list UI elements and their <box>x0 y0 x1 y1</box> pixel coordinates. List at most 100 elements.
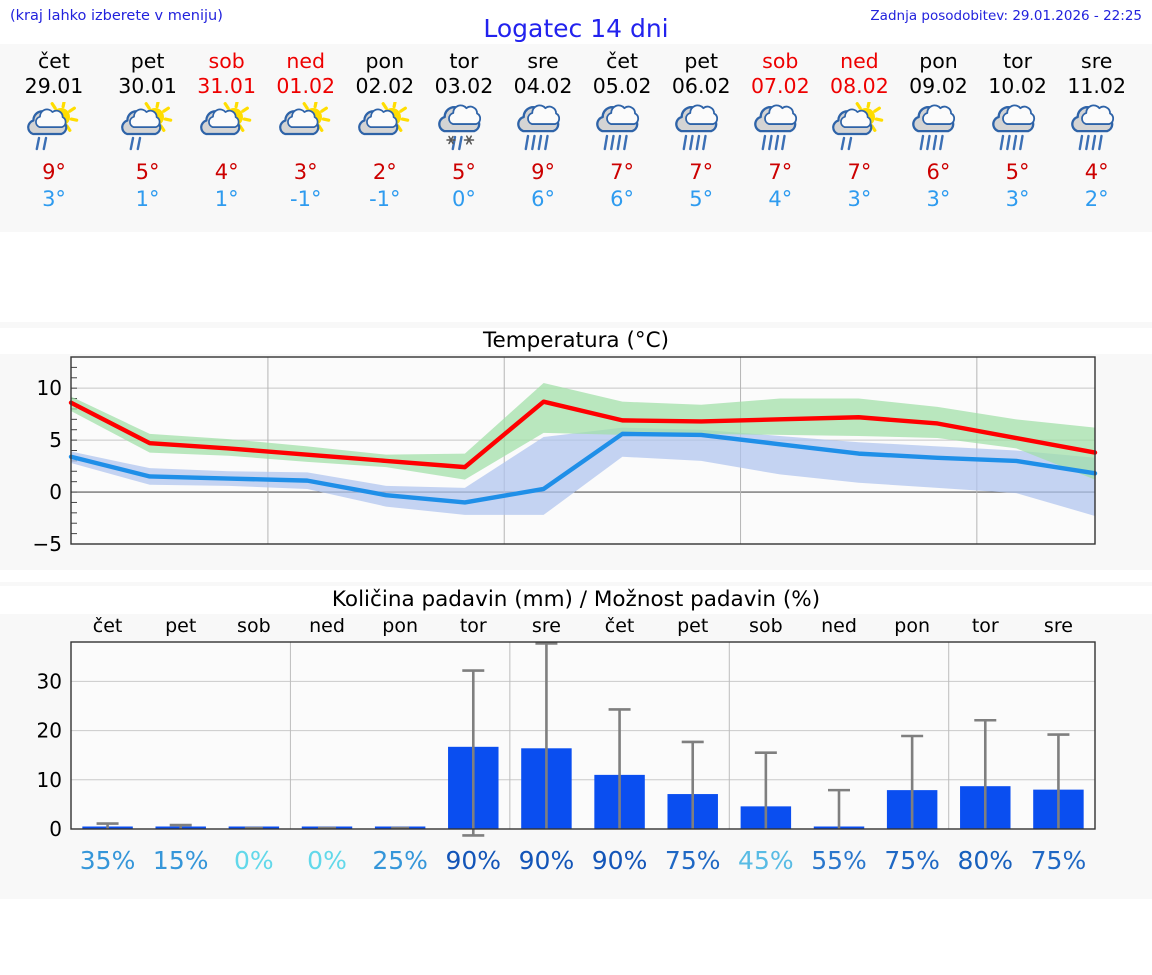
precipitation-error-bar <box>608 708 631 829</box>
precipitation-probability-label: 90% <box>518 846 575 875</box>
page-header: (kraj lahko izberete v meniju) Logatec 1… <box>0 0 1152 44</box>
precipitation-probability-label: 25% <box>372 846 428 875</box>
day-name: sre <box>527 49 559 73</box>
day-date: 08.02 <box>830 74 889 98</box>
footer-spacer <box>0 899 1152 927</box>
day-name: čet <box>606 49 639 73</box>
spacer-2 <box>0 570 1152 582</box>
day-column[interactable]: sre 11.02 4° 2° <box>1057 44 1136 232</box>
precipitation-y-tick-label: 0 <box>49 817 62 841</box>
precipitation-probability-label: 55% <box>811 846 867 875</box>
day-temp-min: -1° <box>290 187 322 211</box>
cloud-rain-icon <box>899 101 978 159</box>
day-column[interactable]: pet 30.01 5° 1° <box>108 44 187 232</box>
day-date: 05.02 <box>592 74 652 98</box>
precipitation-probability-label: 0% <box>234 846 274 875</box>
cloud-sleet-icon <box>424 101 503 159</box>
day-temp-max: 9° <box>42 160 66 184</box>
precipitation-day-label: tor <box>971 615 999 637</box>
spacer <box>0 232 1152 322</box>
day-date: 03.02 <box>434 74 494 98</box>
day-temp-min: 3° <box>42 187 66 211</box>
day-column[interactable]: tor 10.02 5° 3° <box>978 44 1057 232</box>
day-column[interactable]: čet 05.02 7° 6° <box>583 44 662 232</box>
precipitation-day-label: sob <box>749 615 783 637</box>
precipitation-probability-label: 45% <box>738 846 794 875</box>
day-name: pon <box>919 49 958 73</box>
precipitation-probability-label: 75% <box>1030 846 1087 875</box>
temperature-y-tick-label: 10 <box>37 376 62 400</box>
temperature-y-tick-label: 5 <box>49 428 62 452</box>
sun-cloud-icon <box>266 101 345 159</box>
day-column[interactable]: tor 03.02 5° 0° <box>424 44 503 232</box>
day-name: sre <box>1081 49 1113 73</box>
day-name: tor <box>449 49 479 73</box>
day-column[interactable]: sob 31.01 4° 1° <box>187 44 266 232</box>
precipitation-day-label: sre <box>1043 615 1073 637</box>
day-column[interactable]: ned 01.02 3° -1° <box>266 44 345 232</box>
precipitation-probability-row: 35% 15% 0% 0% 25% 90% 90% 90% 75% 45% 55% 75% 80% 75% <box>0 846 1152 886</box>
day-name: pet <box>684 49 719 73</box>
day-temp-min: -1° <box>369 187 401 211</box>
precipitation-probability-label: 75% <box>884 846 940 875</box>
precipitation-chart-title: Količina padavin (mm) / Možnost padavin … <box>0 586 1152 614</box>
day-name: ned <box>286 49 326 73</box>
day-temp-min: 4° <box>768 187 793 211</box>
day-column[interactable]: sre 04.02 9° 6° <box>503 44 582 232</box>
day-temp-max: 4° <box>1084 160 1109 184</box>
day-column[interactable]: pon 02.02 2° -1° <box>345 44 424 232</box>
day-name: tor <box>1003 49 1033 73</box>
sun-cloud-rain-icon <box>820 101 899 159</box>
temperature-chart-title: Temperatura (°C) <box>0 328 1152 354</box>
precipitation-error-bar <box>462 669 485 837</box>
day-temp-max: 3° <box>293 160 318 184</box>
precipitation-error-bar <box>828 788 850 829</box>
precipitation-day-label: ned <box>821 615 857 637</box>
day-date: 04.02 <box>513 74 573 98</box>
day-temp-min: 1° <box>135 187 160 211</box>
precipitation-error-bar <box>96 822 119 829</box>
cloud-rain-icon <box>662 101 741 159</box>
temperature-line <box>68 431 1098 505</box>
day-column[interactable]: sob 07.02 7° 4° <box>741 44 820 232</box>
day-column[interactable]: pet 06.02 7° 5° <box>662 44 741 232</box>
precipitation-day-label: sob <box>237 615 271 637</box>
day-date: 29.01 <box>24 74 84 98</box>
day-temp-max: 7° <box>689 160 714 184</box>
day-name: pon <box>365 49 405 73</box>
day-column[interactable]: čet 29.01 9° 3° <box>0 44 108 232</box>
precipitation-day-label: sre <box>531 615 561 637</box>
day-temp-min: 6° <box>531 187 555 211</box>
precipitation-probability-label: 75% <box>664 846 721 875</box>
precipitation-error-bar <box>754 751 777 829</box>
temperature-y-tick-label: 0 <box>49 480 62 504</box>
day-date: 06.02 <box>671 74 731 98</box>
precipitation-error-bar <box>535 642 558 829</box>
day-date: 30.01 <box>118 74 177 98</box>
day-temp-min: 6° <box>610 187 635 211</box>
day-name: sob <box>762 49 799 73</box>
precipitation-probability-label: 0% <box>307 846 347 875</box>
day-temp-min: 2° <box>1084 187 1109 211</box>
day-date: 07.02 <box>750 74 810 98</box>
precipitation-probability-label: 15% <box>152 846 209 875</box>
day-name: ned <box>840 49 879 73</box>
last-updated-text: Zadnja posodobitev: 29.01.2026 - 22:25 <box>870 8 1142 24</box>
day-temp-max: 2° <box>372 160 397 184</box>
day-temp-max: 5° <box>135 160 160 184</box>
day-name: pet <box>130 49 165 73</box>
precipitation-day-label: čet <box>92 615 123 637</box>
day-date: 02.02 <box>355 74 415 98</box>
day-date: 09.02 <box>909 74 968 98</box>
day-date: 11.02 <box>1067 74 1127 98</box>
precipitation-chart-section: Količina padavin (mm) / Možnost padavin … <box>0 582 1152 899</box>
day-column[interactable]: ned 08.02 7° 3° <box>820 44 899 232</box>
precipitation-error-bar <box>1047 733 1070 829</box>
day-column[interactable]: pon 09.02 6° 3° <box>899 44 978 232</box>
day-temp-min: 3° <box>847 187 872 211</box>
precipitation-probability-label: 90% <box>591 846 648 875</box>
precipitation-day-label: čet <box>604 615 635 637</box>
cloud-rain-icon <box>978 101 1057 159</box>
temperature-line <box>68 399 1098 470</box>
